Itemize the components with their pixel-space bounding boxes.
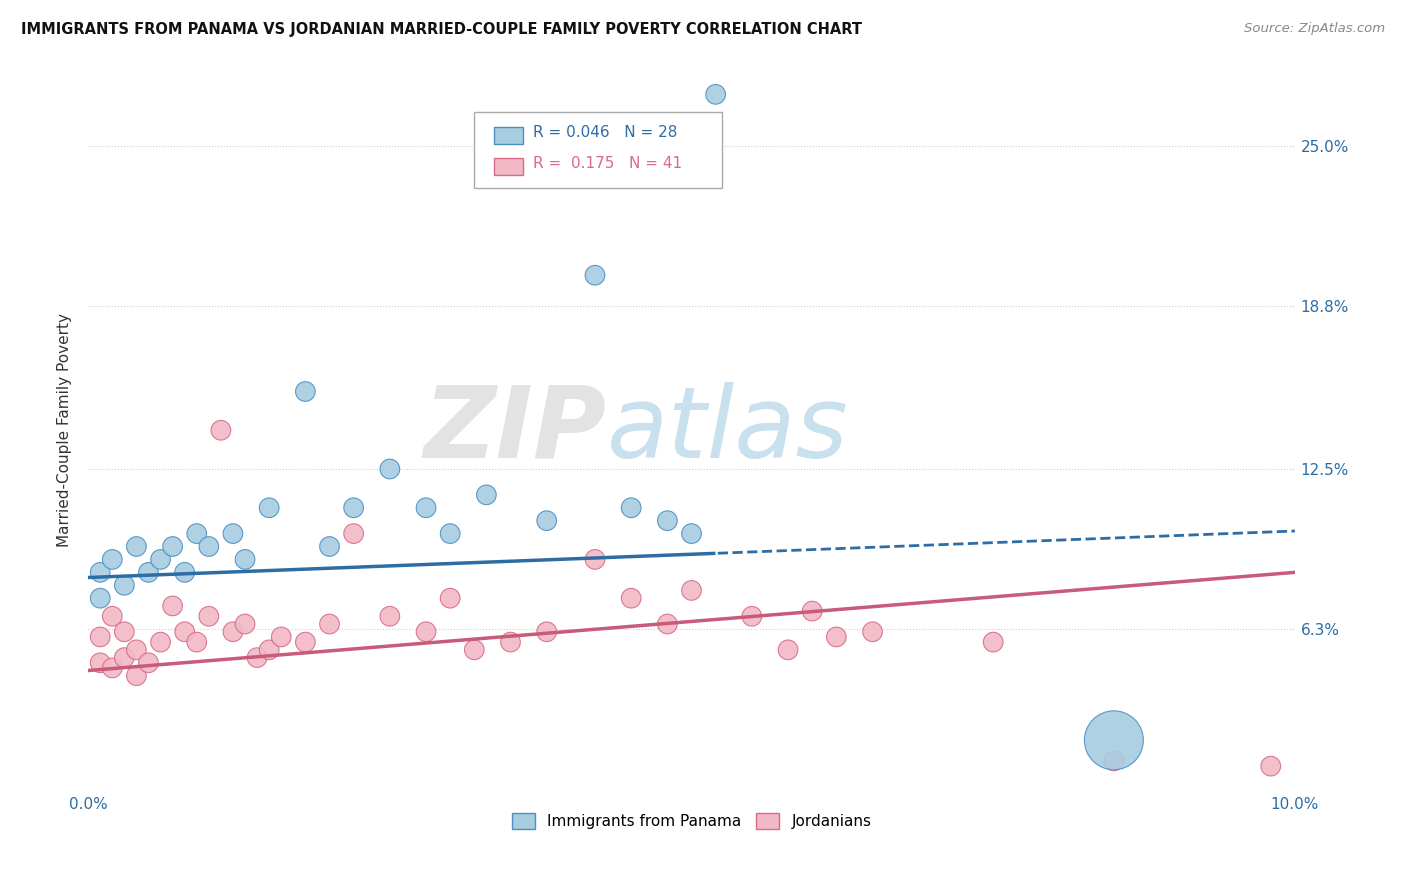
Point [112, 578, 135, 592]
Point [257, 643, 280, 657]
Text: R = 0.046   N = 28: R = 0.046 N = 28 [533, 126, 678, 140]
Point [1260, 759, 1282, 773]
Point [198, 609, 221, 624]
Point [112, 624, 135, 639]
Point [981, 635, 1004, 649]
Point [439, 591, 461, 606]
Point [173, 624, 195, 639]
Point [125, 540, 148, 554]
Point [463, 643, 485, 657]
Point [246, 650, 269, 665]
Point [162, 540, 184, 554]
Point [89, 630, 111, 644]
Point [101, 609, 124, 624]
Point [583, 552, 606, 566]
Point [101, 661, 124, 675]
Point [101, 552, 124, 566]
Point [657, 514, 679, 528]
Text: IMMIGRANTS FROM PANAMA VS JORDANIAN MARRIED-COUPLE FAMILY POVERTY CORRELATION CH: IMMIGRANTS FROM PANAMA VS JORDANIAN MARR… [21, 22, 862, 37]
Point [294, 384, 316, 399]
Point [222, 624, 245, 639]
Point [681, 526, 703, 541]
Point [741, 609, 763, 624]
Point [1102, 733, 1125, 747]
Point [583, 268, 606, 283]
Point [499, 635, 522, 649]
Point [138, 656, 160, 670]
Text: atlas: atlas [607, 382, 849, 479]
Point [149, 552, 172, 566]
Y-axis label: Married-Couple Family Poverty: Married-Couple Family Poverty [58, 313, 72, 547]
Point [415, 500, 437, 515]
Point [415, 624, 437, 639]
Point [186, 526, 208, 541]
Point [186, 635, 208, 649]
Point [1102, 754, 1125, 768]
Point [233, 552, 256, 566]
Point [318, 540, 340, 554]
Point [378, 609, 401, 624]
Text: Source: ZipAtlas.com: Source: ZipAtlas.com [1244, 22, 1385, 36]
Point [776, 643, 799, 657]
Point [89, 566, 111, 580]
Point [125, 643, 148, 657]
FancyBboxPatch shape [474, 112, 721, 188]
Point [198, 540, 221, 554]
Point [294, 635, 316, 649]
Point [270, 630, 292, 644]
Point [657, 617, 679, 632]
Point [233, 617, 256, 632]
Point [801, 604, 824, 618]
Point [681, 583, 703, 598]
Point [318, 617, 340, 632]
Text: R =  0.175   N = 41: R = 0.175 N = 41 [533, 156, 682, 170]
Point [704, 87, 727, 102]
Point [343, 526, 366, 541]
Point [173, 566, 195, 580]
Text: ZIP: ZIP [425, 382, 607, 479]
Point [89, 591, 111, 606]
Point [343, 500, 366, 515]
Point [378, 462, 401, 476]
Point [149, 635, 172, 649]
Point [536, 624, 558, 639]
Point [138, 566, 160, 580]
FancyBboxPatch shape [494, 128, 523, 145]
Point [89, 656, 111, 670]
Point [862, 624, 884, 639]
Legend: Immigrants from Panama, Jordanians: Immigrants from Panama, Jordanians [506, 806, 877, 835]
Point [620, 500, 643, 515]
Point [162, 599, 184, 613]
Point [125, 669, 148, 683]
FancyBboxPatch shape [494, 158, 523, 175]
Point [257, 500, 280, 515]
Point [475, 488, 498, 502]
Point [825, 630, 848, 644]
Point [536, 514, 558, 528]
Point [209, 423, 232, 437]
Point [112, 650, 135, 665]
Point [222, 526, 245, 541]
Point [439, 526, 461, 541]
Point [620, 591, 643, 606]
